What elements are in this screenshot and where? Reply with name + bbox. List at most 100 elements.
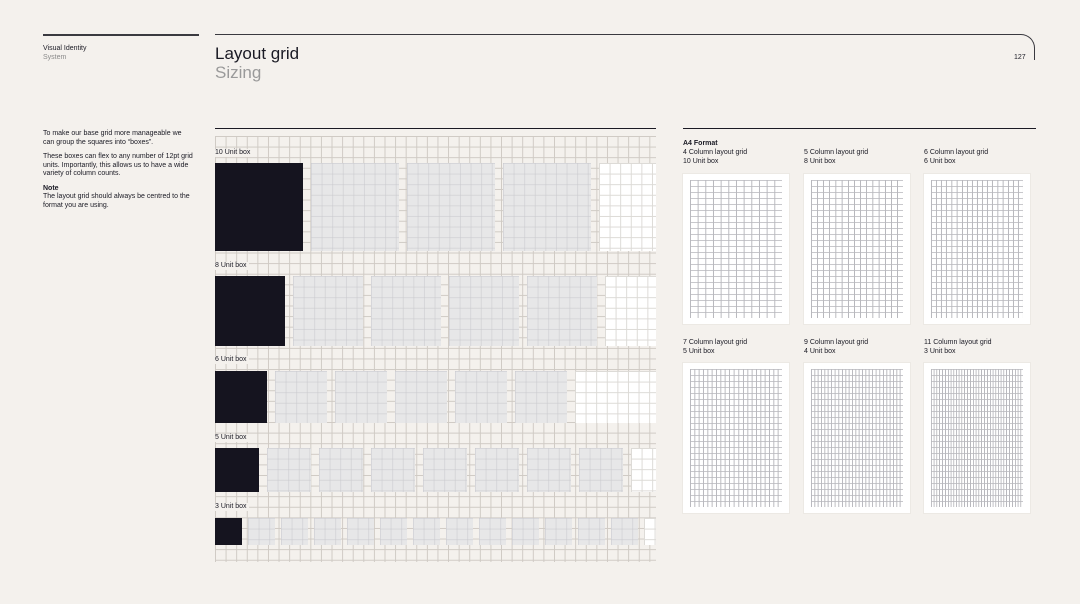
a4-sheet-column [961, 180, 977, 318]
unit-row-remainder [575, 371, 656, 423]
a4-sheet-column [981, 369, 990, 507]
a4-sheet-grid [690, 369, 782, 507]
format-unit-label: 6 Unit box [924, 157, 956, 165]
a4-sheet-column [713, 180, 736, 318]
unit-box [449, 276, 519, 346]
intro-paragraph-1: To make our base grid more manageable we… [43, 130, 182, 146]
unit-box-dark [215, 518, 242, 545]
unit-row [215, 276, 656, 346]
unit-box [515, 371, 567, 423]
unit-box [314, 518, 341, 545]
a4-sheet-column [821, 369, 832, 507]
unit-box [578, 518, 605, 545]
a4-sheet-column [884, 180, 904, 318]
a4-sheet-column [866, 180, 885, 318]
unit-box [479, 518, 506, 545]
a4-sheet-column [931, 369, 940, 507]
unit-row-remainder [631, 448, 656, 492]
a4-sheet-column [759, 180, 782, 318]
unit-box-dark [215, 448, 259, 492]
a4-sheet [804, 174, 910, 324]
section-title: Visual Identity [43, 45, 87, 52]
format-columns-label: 6 Column layout grid [924, 149, 989, 156]
a4-sheet [683, 363, 789, 513]
unit-box [611, 518, 638, 545]
a4-sheet [683, 174, 789, 324]
unit-row [215, 371, 656, 423]
unit-box [423, 448, 467, 492]
a4-sheet-column [989, 369, 998, 507]
format-unit-label: 3 Unit box [924, 347, 956, 355]
a4-sheet-column [729, 369, 743, 507]
unit-box [311, 163, 399, 251]
a4-sheet [924, 363, 1030, 513]
unit-row-label: 10 Unit box [215, 149, 253, 157]
a4-sheet-column [992, 180, 1008, 318]
unit-row-remainder [605, 276, 656, 346]
a4-sheet-column [947, 369, 957, 507]
unit-box [319, 448, 363, 492]
a4-sheet-column [811, 369, 822, 507]
format-columns-label: 9 Column layout grid [804, 339, 869, 346]
a4-sheet-grid [931, 369, 1023, 507]
formats-top-rule [683, 128, 1036, 129]
a4-sheet-column [956, 369, 965, 507]
a4-sheet-column [939, 369, 948, 507]
format-unit-label: 4 Unit box [804, 347, 836, 355]
intro-paragraph-2: These boxes can flex to any number of 12… [43, 153, 193, 177]
unit-box [395, 371, 447, 423]
unit-box-dark [215, 371, 267, 423]
note-heading: Note [43, 184, 59, 192]
a4-sheet-column [768, 369, 782, 507]
unit-box [579, 448, 623, 492]
unit-box [371, 448, 415, 492]
unit-box [512, 518, 539, 545]
a4-sheet-column [703, 369, 717, 507]
unit-box [455, 371, 507, 423]
page-subtitle: Sizing [215, 63, 262, 82]
format-unit-label: 5 Unit box [683, 347, 715, 355]
a4-sheet-column [847, 180, 867, 318]
unit-box [446, 518, 473, 545]
unit-box [527, 276, 597, 346]
unit-row [215, 163, 656, 251]
a4-sheet-column [841, 369, 852, 507]
grid-top-rule [215, 128, 656, 129]
a4-sheet-column [1006, 369, 1015, 507]
a4-sheet-column [872, 369, 883, 507]
unit-row-remainder [644, 518, 656, 545]
unit-row-label: 3 Unit box [215, 503, 249, 511]
unit-box [267, 448, 311, 492]
a4-sheet [804, 363, 910, 513]
unit-box [347, 518, 374, 545]
unit-box [335, 371, 387, 423]
unit-box [413, 518, 440, 545]
unit-box [545, 518, 572, 545]
a4-sheet-column [997, 369, 1007, 507]
unit-box-dark [215, 163, 303, 251]
unit-box [281, 518, 308, 545]
format-columns-label: 11 Column layout grid [924, 339, 992, 346]
unit-box [503, 163, 591, 251]
a4-sheet-column [862, 369, 873, 507]
a4-sheet-column [736, 180, 759, 318]
unit-row [215, 448, 656, 492]
a4-sheet-column [851, 369, 863, 507]
unit-box [380, 518, 407, 545]
unit-row-label: 6 Unit box [215, 356, 249, 364]
a4-sheet [924, 174, 1030, 324]
format-unit-label: 10 Unit box [683, 157, 719, 165]
a4-sheet-column [972, 369, 982, 507]
unit-box [371, 276, 441, 346]
page-title: Layout grid [215, 44, 300, 63]
a4-sheet-column [964, 369, 973, 507]
unit-box [275, 371, 327, 423]
a4-sheet-column [892, 369, 903, 507]
unit-row [215, 518, 656, 545]
a4-sheet-column [716, 369, 730, 507]
a4-sheet-column [976, 180, 993, 318]
a4-sheet-grid [811, 369, 903, 507]
format-columns-label: 5 Column layout grid [804, 149, 869, 156]
unit-row-label: 8 Unit box [215, 262, 249, 270]
a4-sheet-column [882, 369, 893, 507]
